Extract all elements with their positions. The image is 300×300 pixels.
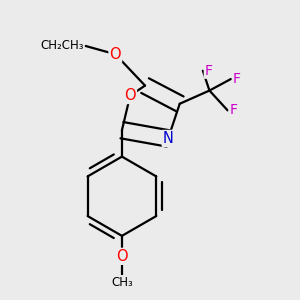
Text: N: N <box>163 131 174 146</box>
Text: F: F <box>230 103 238 117</box>
Text: O: O <box>110 47 121 62</box>
Text: F: F <box>205 64 213 78</box>
Text: F: F <box>233 72 241 86</box>
Text: CH₂CH₃: CH₂CH₃ <box>40 40 84 52</box>
Text: O: O <box>124 88 136 103</box>
Text: CH₃: CH₃ <box>111 276 133 289</box>
Text: O: O <box>116 249 128 264</box>
